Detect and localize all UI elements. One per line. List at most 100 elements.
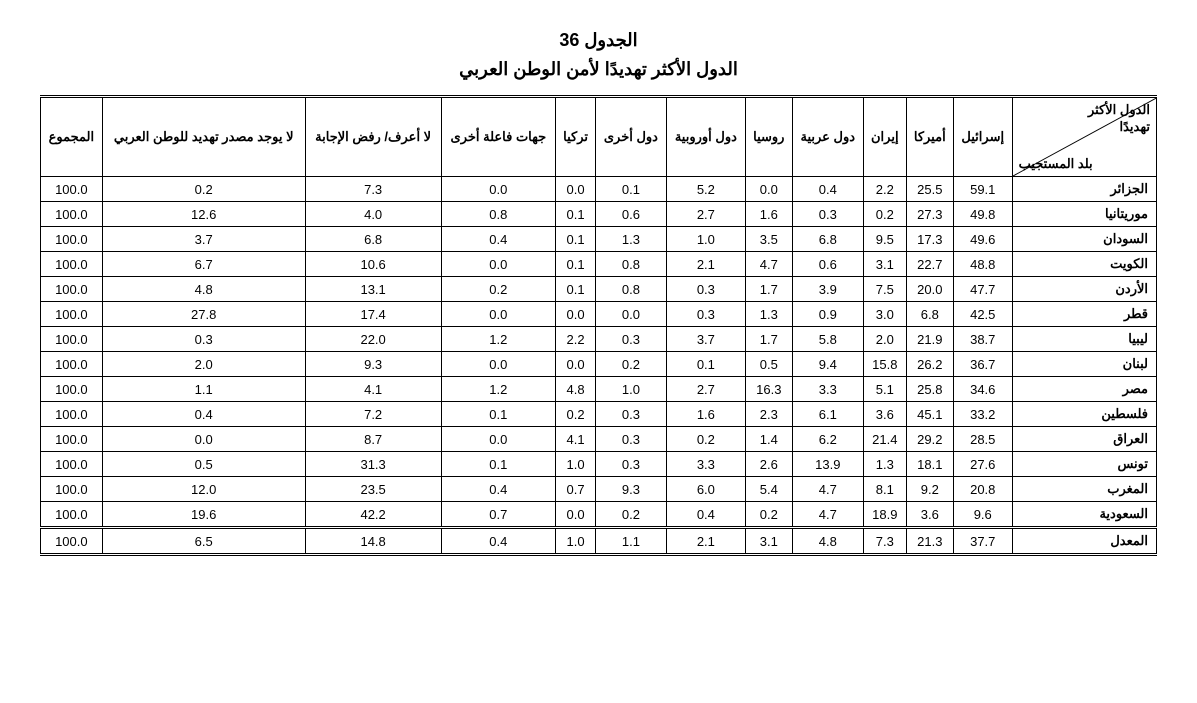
data-cell: 100.0 [41,202,103,227]
row-label: العراق [1012,427,1156,452]
data-cell: 0.2 [102,177,305,202]
data-cell: 1.3 [863,452,906,477]
data-cell: 42.2 [305,502,441,528]
data-cell: 100.0 [41,502,103,528]
average-cell: 7.3 [863,528,906,555]
data-cell: 2.2 [556,327,596,352]
data-cell: 1.3 [745,302,792,327]
table-number: الجدول 36 [40,30,1157,51]
data-cell: 0.2 [441,277,556,302]
data-cell: 100.0 [41,402,103,427]
corner-bottom-label: بلد المستجيب [1019,156,1093,172]
average-cell: 0.4 [441,528,556,555]
column-header: إيران [863,97,906,177]
data-cell: 0.1 [556,277,596,302]
column-header: المجموع [41,97,103,177]
data-cell: 8.1 [863,477,906,502]
data-cell: 25.5 [906,177,953,202]
data-cell: 0.1 [666,352,745,377]
data-cell: 1.7 [745,327,792,352]
data-cell: 49.6 [953,227,1012,252]
row-label: تونس [1012,452,1156,477]
data-cell: 26.2 [906,352,953,377]
data-cell: 2.7 [666,377,745,402]
data-cell: 0.3 [596,427,667,452]
data-cell: 18.9 [863,502,906,528]
data-cell: 0.8 [596,277,667,302]
data-cell: 17.3 [906,227,953,252]
data-cell: 6.2 [792,427,863,452]
data-cell: 1.0 [666,227,745,252]
row-label: مصر [1012,377,1156,402]
data-cell: 1.1 [102,377,305,402]
data-cell: 100.0 [41,452,103,477]
data-cell: 100.0 [41,427,103,452]
data-cell: 6.8 [792,227,863,252]
data-cell: 33.2 [953,402,1012,427]
data-cell: 2.0 [863,327,906,352]
data-cell: 0.8 [596,252,667,277]
data-cell: 45.1 [906,402,953,427]
average-cell: 1.0 [556,528,596,555]
column-header: دول أخرى [596,97,667,177]
data-cell: 0.5 [745,352,792,377]
data-cell: 100.0 [41,377,103,402]
average-cell: 2.1 [666,528,745,555]
data-cell: 21.4 [863,427,906,452]
row-label: المغرب [1012,477,1156,502]
data-cell: 3.6 [906,502,953,528]
data-cell: 0.1 [556,202,596,227]
data-cell: 6.8 [906,302,953,327]
data-cell: 28.5 [953,427,1012,452]
data-cell: 0.2 [556,402,596,427]
data-cell: 17.4 [305,302,441,327]
data-cell: 0.0 [441,177,556,202]
column-header: تركيا [556,97,596,177]
data-cell: 0.1 [556,227,596,252]
data-cell: 0.4 [441,477,556,502]
row-label: الجزائر [1012,177,1156,202]
column-header: لا أعرف/ رفض الإجابة [305,97,441,177]
data-cell: 6.0 [666,477,745,502]
corner-cell: الدول الأكثرتهديدًا بلد المستجيب [1012,97,1156,177]
data-cell: 3.7 [102,227,305,252]
data-cell: 27.3 [906,202,953,227]
data-cell: 0.0 [441,427,556,452]
data-cell: 49.8 [953,202,1012,227]
data-cell: 0.0 [556,352,596,377]
data-cell: 0.9 [792,302,863,327]
row-label: السودان [1012,227,1156,252]
data-cell: 1.0 [596,377,667,402]
data-cell: 5.2 [666,177,745,202]
row-label: فلسطين [1012,402,1156,427]
average-cell: 100.0 [41,528,103,555]
data-cell: 5.1 [863,377,906,402]
data-cell: 23.5 [305,477,441,502]
data-cell: 0.1 [596,177,667,202]
data-cell: 0.8 [441,202,556,227]
column-header: دول أوروبية [666,97,745,177]
average-cell: 1.1 [596,528,667,555]
data-cell: 0.2 [596,502,667,528]
data-cell: 5.4 [745,477,792,502]
data-cell: 0.0 [441,302,556,327]
data-cell: 4.8 [102,277,305,302]
data-cell: 0.6 [792,252,863,277]
data-cell: 0.7 [556,477,596,502]
table-body: الجزائر59.125.52.20.40.05.20.10.00.07.30… [41,177,1157,555]
column-header: لا يوجد مصدر تهديد للوطن العربي [102,97,305,177]
data-cell: 0.0 [556,302,596,327]
data-cell: 1.0 [556,452,596,477]
data-cell: 4.8 [556,377,596,402]
data-cell: 0.4 [666,502,745,528]
data-cell: 36.7 [953,352,1012,377]
data-cell: 6.8 [305,227,441,252]
data-cell: 15.8 [863,352,906,377]
data-cell: 0.3 [792,202,863,227]
data-cell: 20.8 [953,477,1012,502]
data-cell: 3.3 [792,377,863,402]
row-label: الأردن [1012,277,1156,302]
data-cell: 20.0 [906,277,953,302]
table-row: ليبيا38.721.92.05.81.73.70.32.21.222.00.… [41,327,1157,352]
data-cell: 0.7 [441,502,556,528]
